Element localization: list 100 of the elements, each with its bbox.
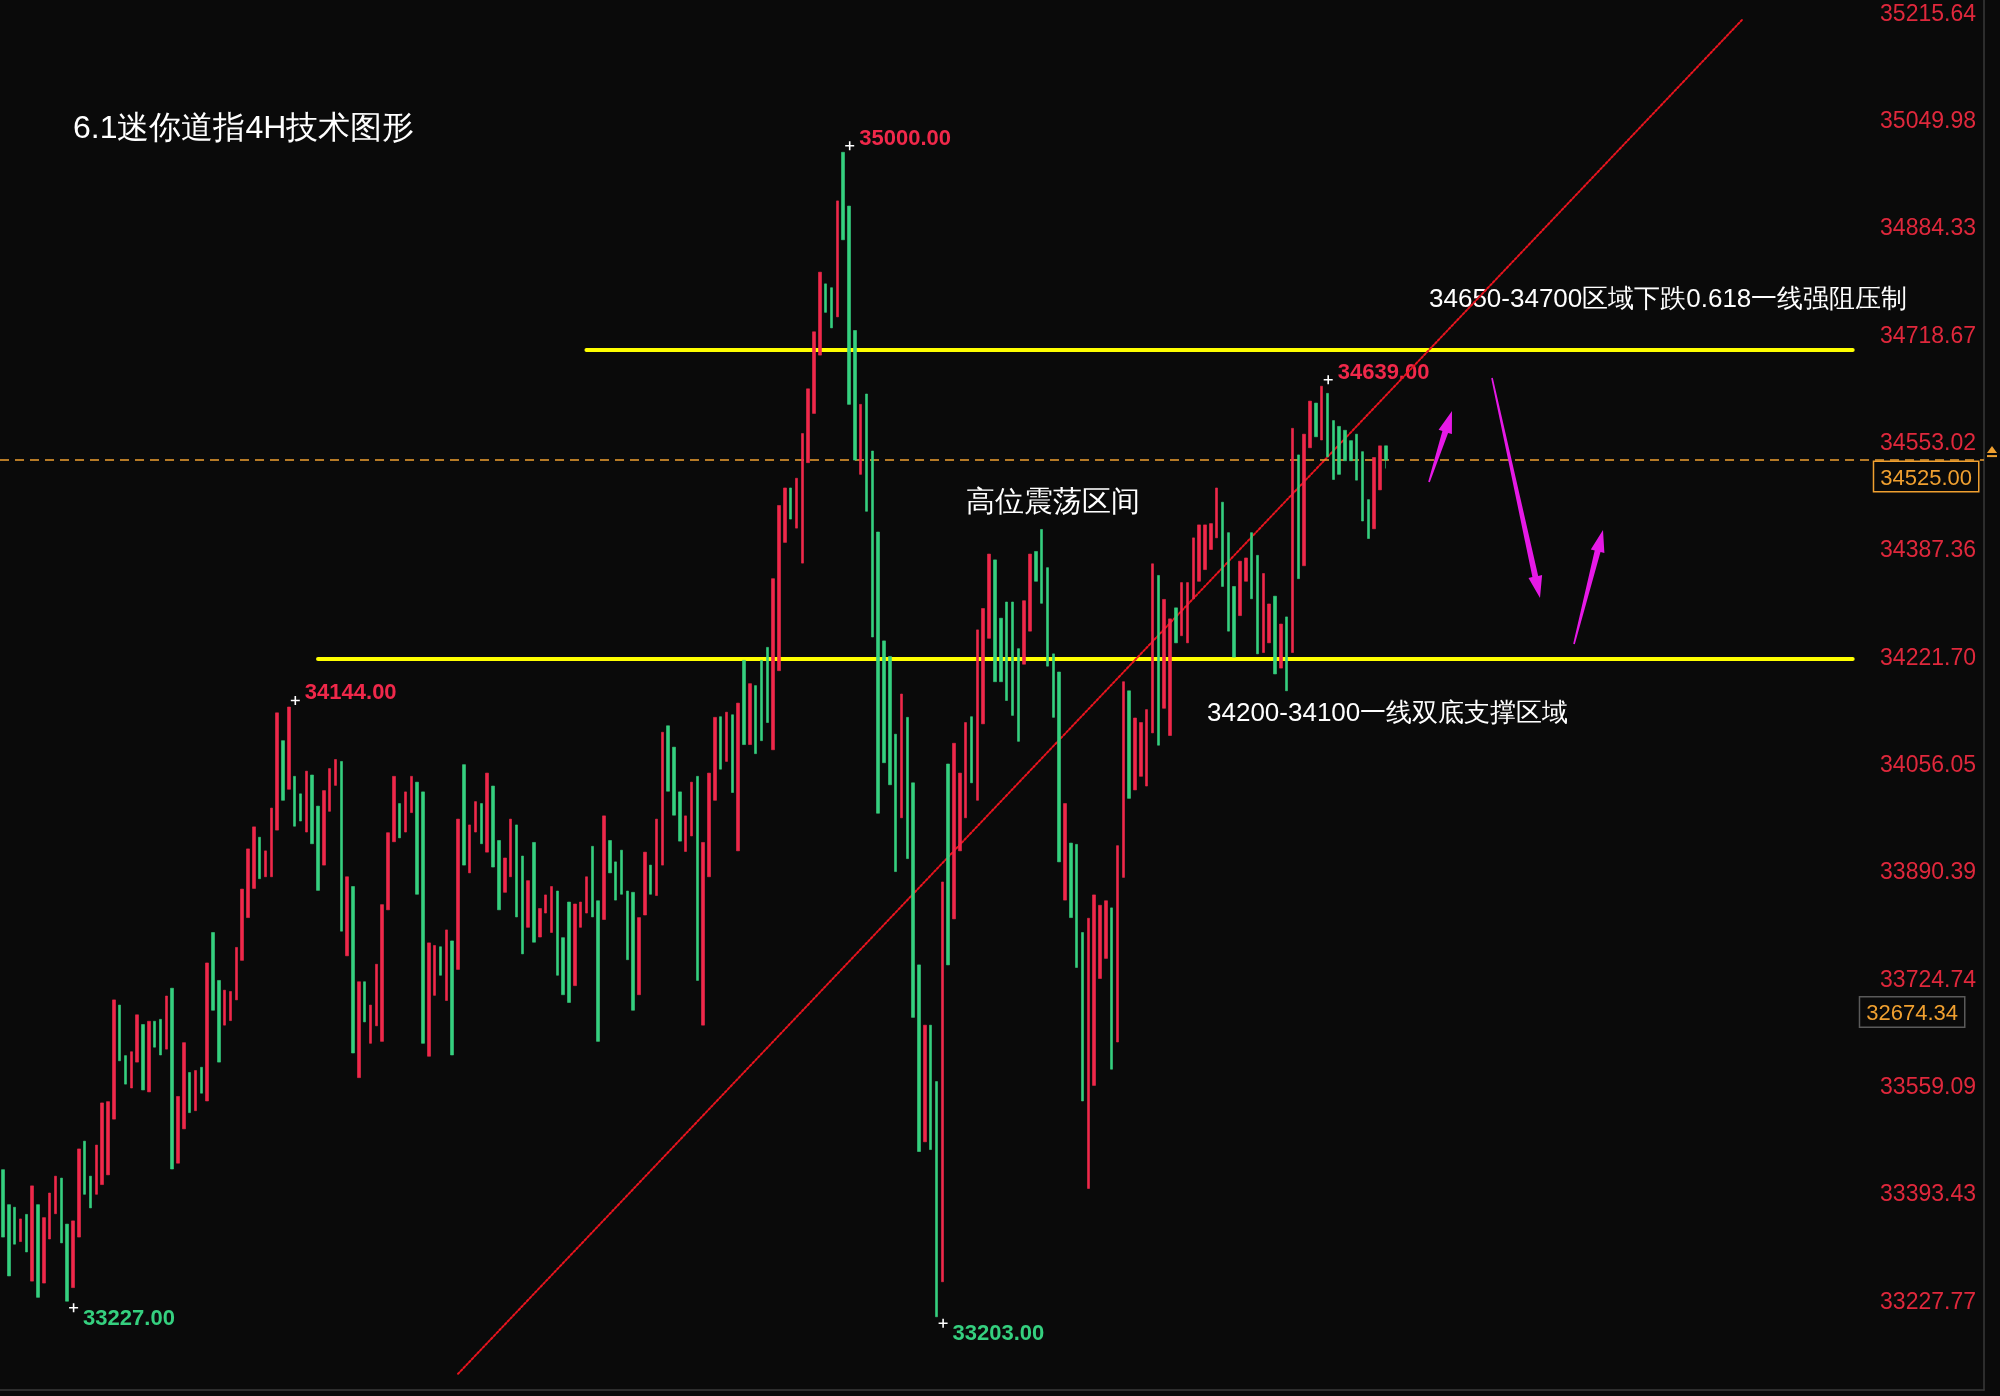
candlestick — [316, 805, 320, 891]
candlestick — [631, 892, 635, 1011]
candlestick — [363, 981, 366, 1023]
candlestick — [1209, 523, 1213, 550]
candlestick — [89, 1175, 92, 1209]
candlestick — [194, 1070, 197, 1111]
candlestick — [7, 1204, 11, 1277]
candlestick — [1349, 440, 1353, 462]
candlestick — [305, 770, 308, 833]
annotation: 34144.00 — [304, 679, 397, 705]
candlestick — [521, 855, 524, 955]
candlestick — [987, 553, 991, 639]
candlestick — [789, 487, 792, 520]
candlestick — [1232, 586, 1236, 658]
candlestick — [970, 716, 973, 784]
candlestick — [1297, 454, 1300, 579]
candlestick — [235, 947, 238, 1001]
candlestick — [141, 1024, 145, 1091]
candlestick — [917, 964, 921, 1152]
candlestick — [964, 722, 967, 819]
candlestick — [77, 1148, 81, 1238]
candlestick — [666, 725, 670, 792]
candlestick — [696, 776, 699, 981]
candlestick — [229, 991, 232, 1021]
candlestick — [439, 946, 442, 976]
candlestick — [561, 937, 565, 996]
candlestick — [795, 477, 798, 529]
candlestick — [48, 1192, 51, 1240]
candlestick — [1057, 671, 1061, 863]
candlestick — [1081, 932, 1084, 1102]
candlestick — [1367, 499, 1370, 539]
candlestick — [1291, 428, 1294, 653]
candlestick — [351, 886, 355, 1054]
y-tick-label: 33559.09 — [1880, 1073, 1976, 1100]
candlestick — [1343, 429, 1347, 462]
candlestick — [1285, 616, 1288, 692]
candlestick — [217, 980, 221, 1063]
candlestick — [701, 842, 705, 1026]
candlestick — [1320, 385, 1323, 441]
candlestick — [1186, 582, 1189, 644]
candlestick — [602, 815, 606, 920]
candlestick — [999, 617, 1003, 683]
y-tick-label: 33890.39 — [1880, 858, 1976, 885]
candlestick — [544, 894, 547, 914]
candlestick — [976, 629, 979, 801]
candlestick — [958, 772, 962, 852]
candlestick — [147, 1020, 151, 1093]
candlestick — [275, 712, 279, 831]
candlestick — [824, 283, 827, 313]
candlestick — [672, 746, 676, 816]
candlestick — [509, 818, 512, 878]
candlestick — [334, 759, 337, 786]
candlestick — [112, 999, 116, 1120]
candlestick — [1092, 894, 1096, 1086]
candlestick — [1384, 445, 1388, 469]
annotation: 高位震荡区间 — [966, 485, 1140, 517]
candlestick — [462, 764, 466, 866]
candlestick — [392, 776, 396, 843]
candlestick — [882, 640, 886, 764]
candlestick — [649, 864, 652, 895]
candlestick — [941, 881, 944, 1283]
candlestick — [783, 487, 787, 543]
y-tick-label: 34884.33 — [1880, 214, 1976, 241]
candlestick — [1227, 532, 1230, 632]
candlestick — [340, 761, 343, 932]
candlestick — [474, 801, 477, 833]
y-tick-label: 34553.02 — [1880, 428, 1976, 455]
candlestick — [830, 287, 833, 329]
candlestick — [1256, 555, 1259, 655]
candlestick — [410, 776, 413, 813]
candlestick — [404, 791, 407, 833]
candlestick — [450, 940, 454, 1056]
candlestick — [865, 393, 868, 512]
candlestick — [1046, 567, 1049, 667]
candlestick — [981, 608, 985, 725]
candlestick — [1244, 557, 1248, 582]
y-tick-label: 33724.74 — [1880, 965, 1977, 992]
y-tick-label: 34387.36 — [1880, 536, 1976, 563]
candlestick — [1308, 400, 1312, 449]
candlestick — [415, 781, 419, 895]
candlestick — [485, 772, 489, 853]
y-tick-label: 33227.77 — [1880, 1287, 1976, 1314]
candlestick — [445, 929, 448, 1001]
candlestick — [1262, 573, 1265, 653]
candlestick — [433, 945, 436, 996]
candlestick — [246, 848, 250, 918]
candlestick — [684, 815, 687, 852]
candlestick — [596, 900, 600, 1042]
candlestick — [182, 1042, 186, 1130]
candlestick — [515, 824, 518, 918]
candlestick — [1180, 582, 1183, 637]
candlestick — [859, 404, 862, 475]
candlestick — [1221, 501, 1224, 587]
candlestick — [1069, 842, 1073, 918]
candlestick — [25, 1214, 28, 1253]
annotation: 32674.34 — [1866, 999, 1958, 1025]
ref-line-label: 34525.00 — [1880, 464, 1972, 490]
candlestick — [567, 901, 571, 1003]
candlestick — [65, 1223, 69, 1302]
y-tick-label: 34056.05 — [1880, 750, 1976, 777]
